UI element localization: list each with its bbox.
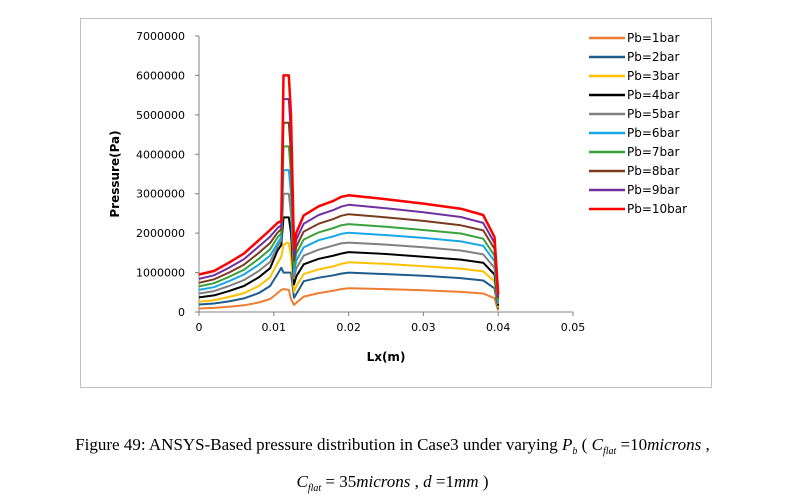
series-line: [198, 287, 500, 311]
x-tick-label: 0.01: [262, 321, 287, 334]
legend-label: Pb=6bar: [627, 126, 680, 140]
legend-label: Pb=4bar: [627, 88, 680, 102]
caption-d: d: [423, 472, 432, 491]
series-line: [198, 121, 500, 299]
caption-var-p: P: [562, 435, 573, 454]
caption-var-p-sub: b: [572, 446, 578, 457]
caption-open-paren: (: [581, 435, 592, 454]
y-tick-label: 6000000: [136, 69, 185, 82]
caption-text: Figure 49: ANSYS-Based pressure distribu…: [75, 435, 563, 454]
figure-caption: Figure 49: ANSYS-Based pressure distribu…: [0, 430, 785, 504]
caption-line-1: Figure 49: ANSYS-Based pressure distribu…: [0, 430, 785, 467]
y-tick-label: 4000000: [136, 148, 185, 161]
caption-sep: ,: [410, 472, 424, 491]
series-line: [198, 98, 500, 297]
x-tick-label: 0.05: [561, 321, 586, 334]
y-tick-label: 1000000: [136, 267, 185, 280]
caption-c1: C: [591, 435, 603, 454]
x-tick-label: 0.03: [411, 321, 436, 334]
y-tick-label: 7000000: [136, 30, 185, 43]
legend-label: Pb=7bar: [627, 145, 680, 159]
caption-line-2: Cflat = 35microns , d =1mm ): [0, 467, 785, 504]
series-line: [198, 216, 500, 306]
legend-label: Pb=8bar: [627, 164, 680, 178]
y-tick-label: 2000000: [136, 227, 185, 240]
legend-label: Pb=3bar: [627, 69, 680, 83]
x-axis-title: Lx(m): [367, 350, 406, 364]
chart-frame: 0 1000000 2000000 3000000 4000000 5000000 6000…: [80, 18, 712, 388]
series-line: [198, 266, 500, 309]
legend-label: Pb=5bar: [627, 107, 680, 121]
series-line: [198, 74, 500, 295]
caption-c1-eq: =10: [616, 435, 648, 454]
x-tick-label: 0.02: [336, 321, 361, 334]
caption-d-unit: mm: [454, 472, 479, 491]
y-tick-label: 5000000: [136, 109, 185, 122]
series-line: [198, 242, 500, 308]
y-tick-label: 0: [178, 306, 185, 319]
legend-label: Pb=1bar: [627, 31, 680, 45]
legend-label: Pb=10bar: [627, 202, 687, 216]
y-tick-label: 3000000: [136, 188, 185, 201]
legend-label: Pb=2bar: [627, 50, 680, 64]
caption-c2: C: [296, 472, 308, 491]
caption-c2-sub: flat: [307, 483, 322, 494]
caption-c1-sub: flat: [602, 446, 617, 457]
line-chart: 0 1000000 2000000 3000000 4000000 5000000 6000…: [108, 30, 687, 364]
legend-label: Pb=9bar: [627, 183, 680, 197]
caption-c2-unit: microns: [356, 472, 411, 491]
series-line: [198, 169, 500, 303]
y-axis-title: Pressure(Pa): [108, 130, 122, 217]
caption-d-eq: =1: [431, 472, 455, 491]
caption-c1-unit: microns: [647, 435, 702, 454]
x-tick-label: 0: [196, 321, 203, 334]
x-tick-label: 0.04: [486, 321, 511, 334]
caption-line2-end: ): [478, 472, 489, 491]
caption-c2-eq: = 35: [321, 472, 357, 491]
series-line: [198, 192, 500, 305]
caption-line1-end: ,: [701, 435, 710, 454]
series-line: [198, 145, 500, 301]
